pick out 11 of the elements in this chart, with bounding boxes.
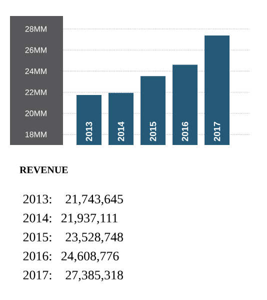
x-tick-label: 2016	[182, 122, 188, 142]
text: 2014: 21,937,111	[23, 214, 118, 224]
text: 2015: 23,528,748	[23, 232, 123, 244]
text: 2013: 21,743,645	[23, 194, 123, 206]
x-tick-label: 2017	[214, 122, 220, 142]
x-tick-label: 2013	[86, 122, 92, 142]
x-tick-label: 2014	[118, 122, 124, 142]
x-tick-label: 2015	[150, 122, 156, 142]
text: REVENUE	[20, 166, 68, 174]
text: 2016: 24,608,776	[23, 252, 119, 262]
text: 2017: 27,385,318	[23, 270, 123, 282]
